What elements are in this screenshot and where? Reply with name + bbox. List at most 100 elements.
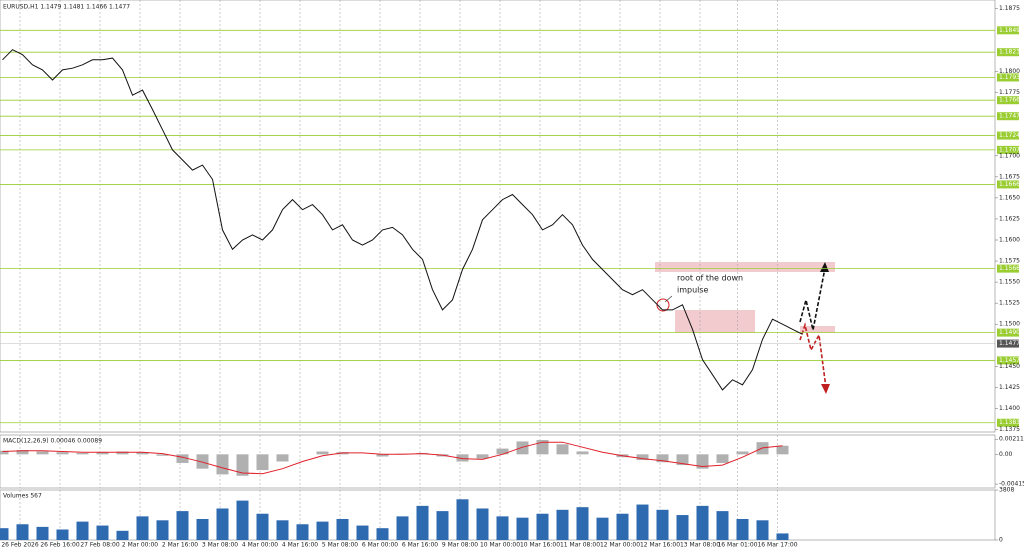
resistance-zone [655, 262, 835, 272]
macd-bar [516, 441, 529, 455]
level-label: 1.1724 [999, 132, 1020, 139]
zone [800, 326, 835, 333]
marker-circle [656, 298, 670, 312]
x-tick-label: 27 Feb 08:00 [80, 542, 120, 549]
volume-bar [716, 511, 729, 540]
volume-bar [276, 520, 289, 540]
macd-bar [716, 454, 729, 463]
annotation: impulse [677, 286, 709, 295]
x-tick-label: 11 Mar 08:00 [560, 542, 600, 549]
x-tick-label: 5 Mar 08:00 [322, 542, 358, 549]
x-tick-label: 12 Mar 00:00 [600, 542, 640, 549]
x-tick-label: 26 Feb 2026 [1, 542, 39, 549]
macd-bar [196, 454, 209, 469]
macd-bar [0, 450, 9, 455]
macd-bar [556, 444, 569, 455]
y-tick-label: 1.1425 [999, 384, 1020, 391]
macd-bar [156, 454, 169, 456]
macd-bar [576, 451, 589, 455]
volume-bar [636, 504, 649, 540]
volume-bar [396, 516, 409, 540]
volume-bar [336, 518, 349, 540]
level-tag [997, 96, 1019, 105]
volume-bar [16, 524, 29, 540]
level-label: 1.1666 [999, 181, 1020, 188]
volume-bar [96, 525, 109, 540]
macd-bar [76, 452, 89, 455]
volume-bar [756, 520, 769, 540]
macd-bar [36, 451, 49, 455]
x-tick-label: 2 Mar 00:00 [122, 542, 158, 549]
volume-bar [36, 526, 49, 540]
macd-bar [696, 454, 709, 469]
bullish-arrow [799, 267, 826, 331]
volume-bar [416, 505, 429, 540]
signal-line [2, 441, 783, 475]
volume-bar [156, 520, 169, 540]
x-tick-label: 4 Mar 16:00 [282, 542, 318, 549]
macd-bar [476, 454, 489, 459]
level-label: 1.1747 [999, 113, 1020, 120]
x-tick-label: 6 Mar 00:00 [362, 542, 398, 549]
macd-bar [776, 445, 789, 455]
volume-bar [676, 515, 689, 540]
y-tick-label: 1.1400 [999, 405, 1020, 412]
volume-bar [56, 529, 69, 540]
volume-bar [516, 517, 529, 540]
macd-frame [0, 434, 996, 489]
volume-bar [376, 528, 389, 540]
x-tick-label: 12 Mar 16:00 [640, 542, 680, 549]
price-line [2, 49, 803, 391]
level-tag [997, 418, 1019, 427]
volume-bar [356, 525, 369, 540]
y-tick-label: 1.1875 [999, 5, 1020, 12]
level-tag [997, 48, 1019, 57]
y-tick-label: 0.00 [999, 451, 1013, 458]
volume-bar [476, 508, 489, 540]
volume-bar [216, 508, 229, 540]
volume-bar [116, 530, 129, 540]
y-tick-label: 3808 [999, 487, 1014, 494]
volume-bar [76, 521, 89, 540]
x-tick-label: 16 Mar 01:00 [717, 542, 757, 549]
level-label: 1.1766 [999, 97, 1020, 104]
volume-bar [656, 509, 669, 540]
macd-bar [216, 454, 229, 475]
volume-bar [736, 518, 749, 540]
y-tick-label: -0.00415 [999, 481, 1024, 488]
volume-bar [176, 511, 189, 540]
panel-title: MACD(12,26,9) 0.00046 0.00089 [3, 438, 102, 445]
y-tick-label: 1.1625 [999, 215, 1020, 222]
volume-bar [776, 533, 789, 540]
volume-bar [436, 511, 449, 540]
macd-bar [116, 451, 129, 455]
macd-bar [736, 451, 749, 455]
level-label: 1.1457 [999, 357, 1020, 364]
y-tick-label: 1.1375 [999, 426, 1020, 433]
level-tag [997, 73, 1019, 82]
macd-bar [316, 451, 329, 455]
level-label: 1.1490 [999, 329, 1020, 336]
price-frame [0, 0, 996, 433]
level-label: 1.1823 [999, 49, 1020, 56]
macd-bar [236, 454, 249, 476]
macd-bar [56, 452, 69, 455]
level-tag [997, 112, 1019, 121]
level-tag [997, 145, 1019, 154]
x-tick-label: 2 Mar 16:00 [162, 542, 198, 549]
level-tag [997, 328, 1019, 337]
volume-bar [596, 517, 609, 540]
y-tick-label: 1.1450 [999, 363, 1020, 370]
y-tick-label: 1.1675 [999, 173, 1020, 180]
level-tag [997, 356, 1019, 365]
x-tick-label: 4 Mar 00:00 [242, 542, 278, 549]
macd-bar [276, 454, 289, 462]
macd-bar [456, 454, 469, 462]
bearish-arrow [799, 322, 827, 389]
volume-bar [256, 513, 269, 540]
last-price-label: 1.1477 [999, 340, 1020, 347]
level-label: 1.1793 [999, 74, 1020, 81]
y-tick-label: 1.1525 [999, 300, 1020, 307]
volume-bar [496, 516, 509, 540]
